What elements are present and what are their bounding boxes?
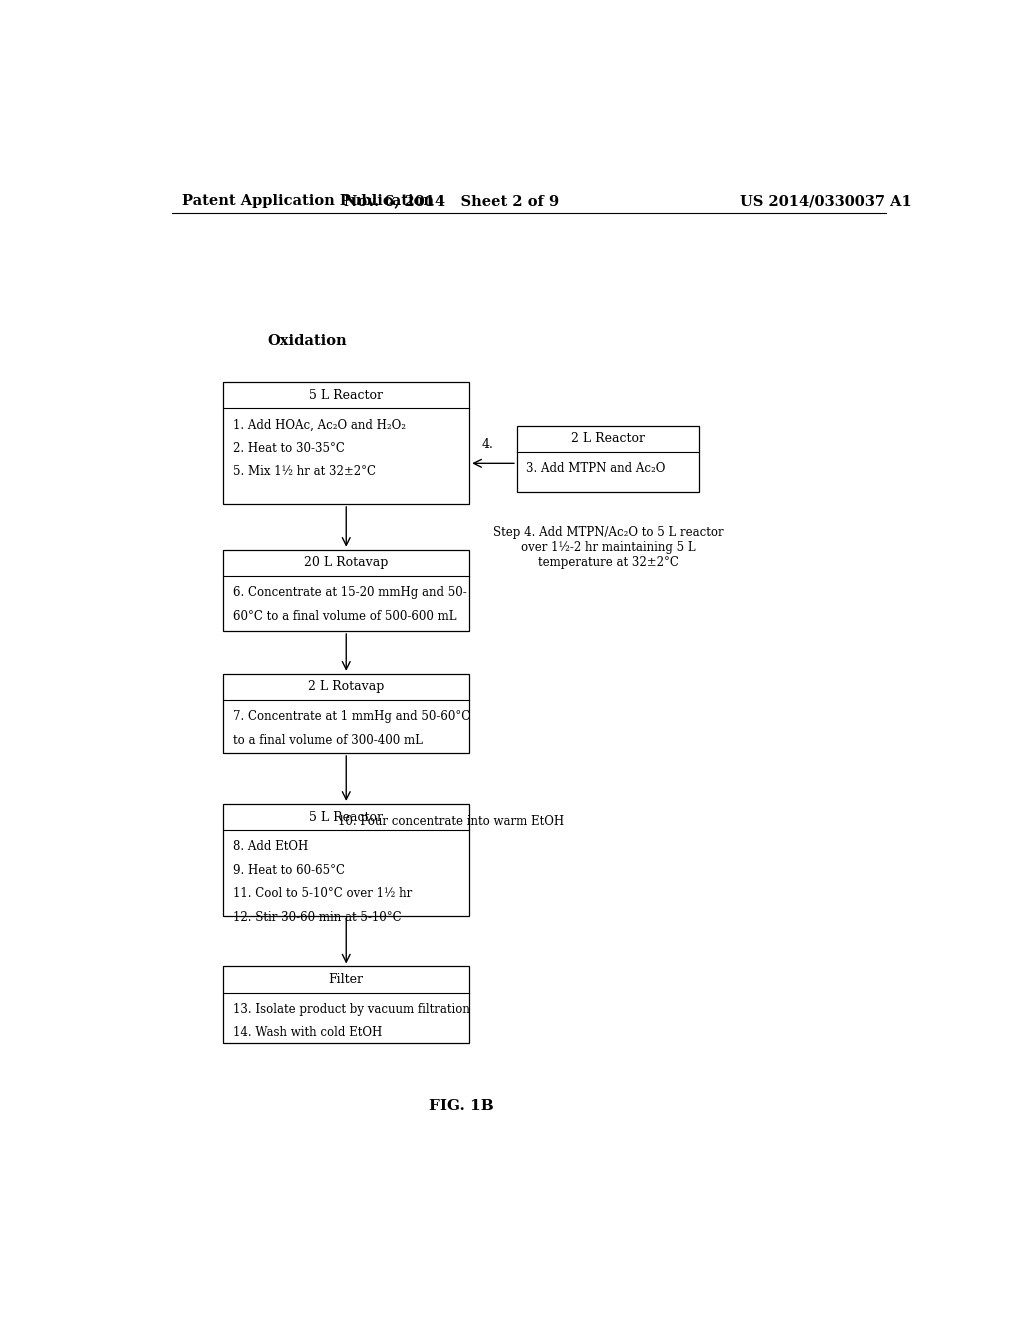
Bar <box>223 381 469 504</box>
Text: 7. Concentrate at 1 mmHg and 50-60°C: 7. Concentrate at 1 mmHg and 50-60°C <box>232 710 470 723</box>
Text: 5 L Reactor: 5 L Reactor <box>309 388 383 401</box>
Text: Step 4. Add MTPN/Ac₂O to 5 L reactor
over 1½-2 hr maintaining 5 L
temperature at: Step 4. Add MTPN/Ac₂O to 5 L reactor ove… <box>493 527 723 569</box>
Text: to a final volume of 300-400 mL: to a final volume of 300-400 mL <box>232 734 423 747</box>
Text: US 2014/0330037 A1: US 2014/0330037 A1 <box>740 194 912 209</box>
Text: 2 L Reactor: 2 L Reactor <box>571 433 645 445</box>
Bar <box>223 966 469 1043</box>
Text: 2. Heat to 30-35°C: 2. Heat to 30-35°C <box>232 442 345 455</box>
Text: 9. Heat to 60-65°C: 9. Heat to 60-65°C <box>232 863 345 876</box>
Bar <box>223 549 469 631</box>
Text: 3. Add MTPN and Ac₂O: 3. Add MTPN and Ac₂O <box>526 462 666 475</box>
Text: 5. Mix 1½ hr at 32±2°C: 5. Mix 1½ hr at 32±2°C <box>232 466 376 478</box>
Text: 11. Cool to 5-10°C over 1½ hr: 11. Cool to 5-10°C over 1½ hr <box>232 887 412 900</box>
Text: Nov. 6, 2014   Sheet 2 of 9: Nov. 6, 2014 Sheet 2 of 9 <box>344 194 559 209</box>
Text: 8. Add EtOH: 8. Add EtOH <box>232 841 308 854</box>
Bar <box>517 426 699 492</box>
Text: 13. Isolate product by vacuum filtration: 13. Isolate product by vacuum filtration <box>232 1003 470 1016</box>
Text: Filter: Filter <box>329 973 364 986</box>
Text: Oxidation: Oxidation <box>267 334 346 348</box>
Text: 6. Concentrate at 15-20 mmHg and 50-: 6. Concentrate at 15-20 mmHg and 50- <box>232 586 467 599</box>
Text: 12. Stir 30-60 min at 5-10°C: 12. Stir 30-60 min at 5-10°C <box>232 911 401 924</box>
Text: 2 L Rotavap: 2 L Rotavap <box>308 680 384 693</box>
Text: 20 L Rotavap: 20 L Rotavap <box>304 557 388 569</box>
Text: FIG. 1B: FIG. 1B <box>429 1098 494 1113</box>
Bar <box>223 673 469 752</box>
Text: 1. Add HOAc, Ac₂O and H₂O₂: 1. Add HOAc, Ac₂O and H₂O₂ <box>232 418 406 432</box>
Text: 60°C to a final volume of 500-600 mL: 60°C to a final volume of 500-600 mL <box>232 610 457 623</box>
Bar <box>223 804 469 916</box>
Text: 5 L Reactor: 5 L Reactor <box>309 810 383 824</box>
Text: 14. Wash with cold EtOH: 14. Wash with cold EtOH <box>232 1027 382 1039</box>
Text: 4.: 4. <box>481 438 493 451</box>
Text: Patent Application Publication: Patent Application Publication <box>182 194 434 209</box>
Text: 10. Pour concentrate into warm EtOH: 10. Pour concentrate into warm EtOH <box>338 814 564 828</box>
